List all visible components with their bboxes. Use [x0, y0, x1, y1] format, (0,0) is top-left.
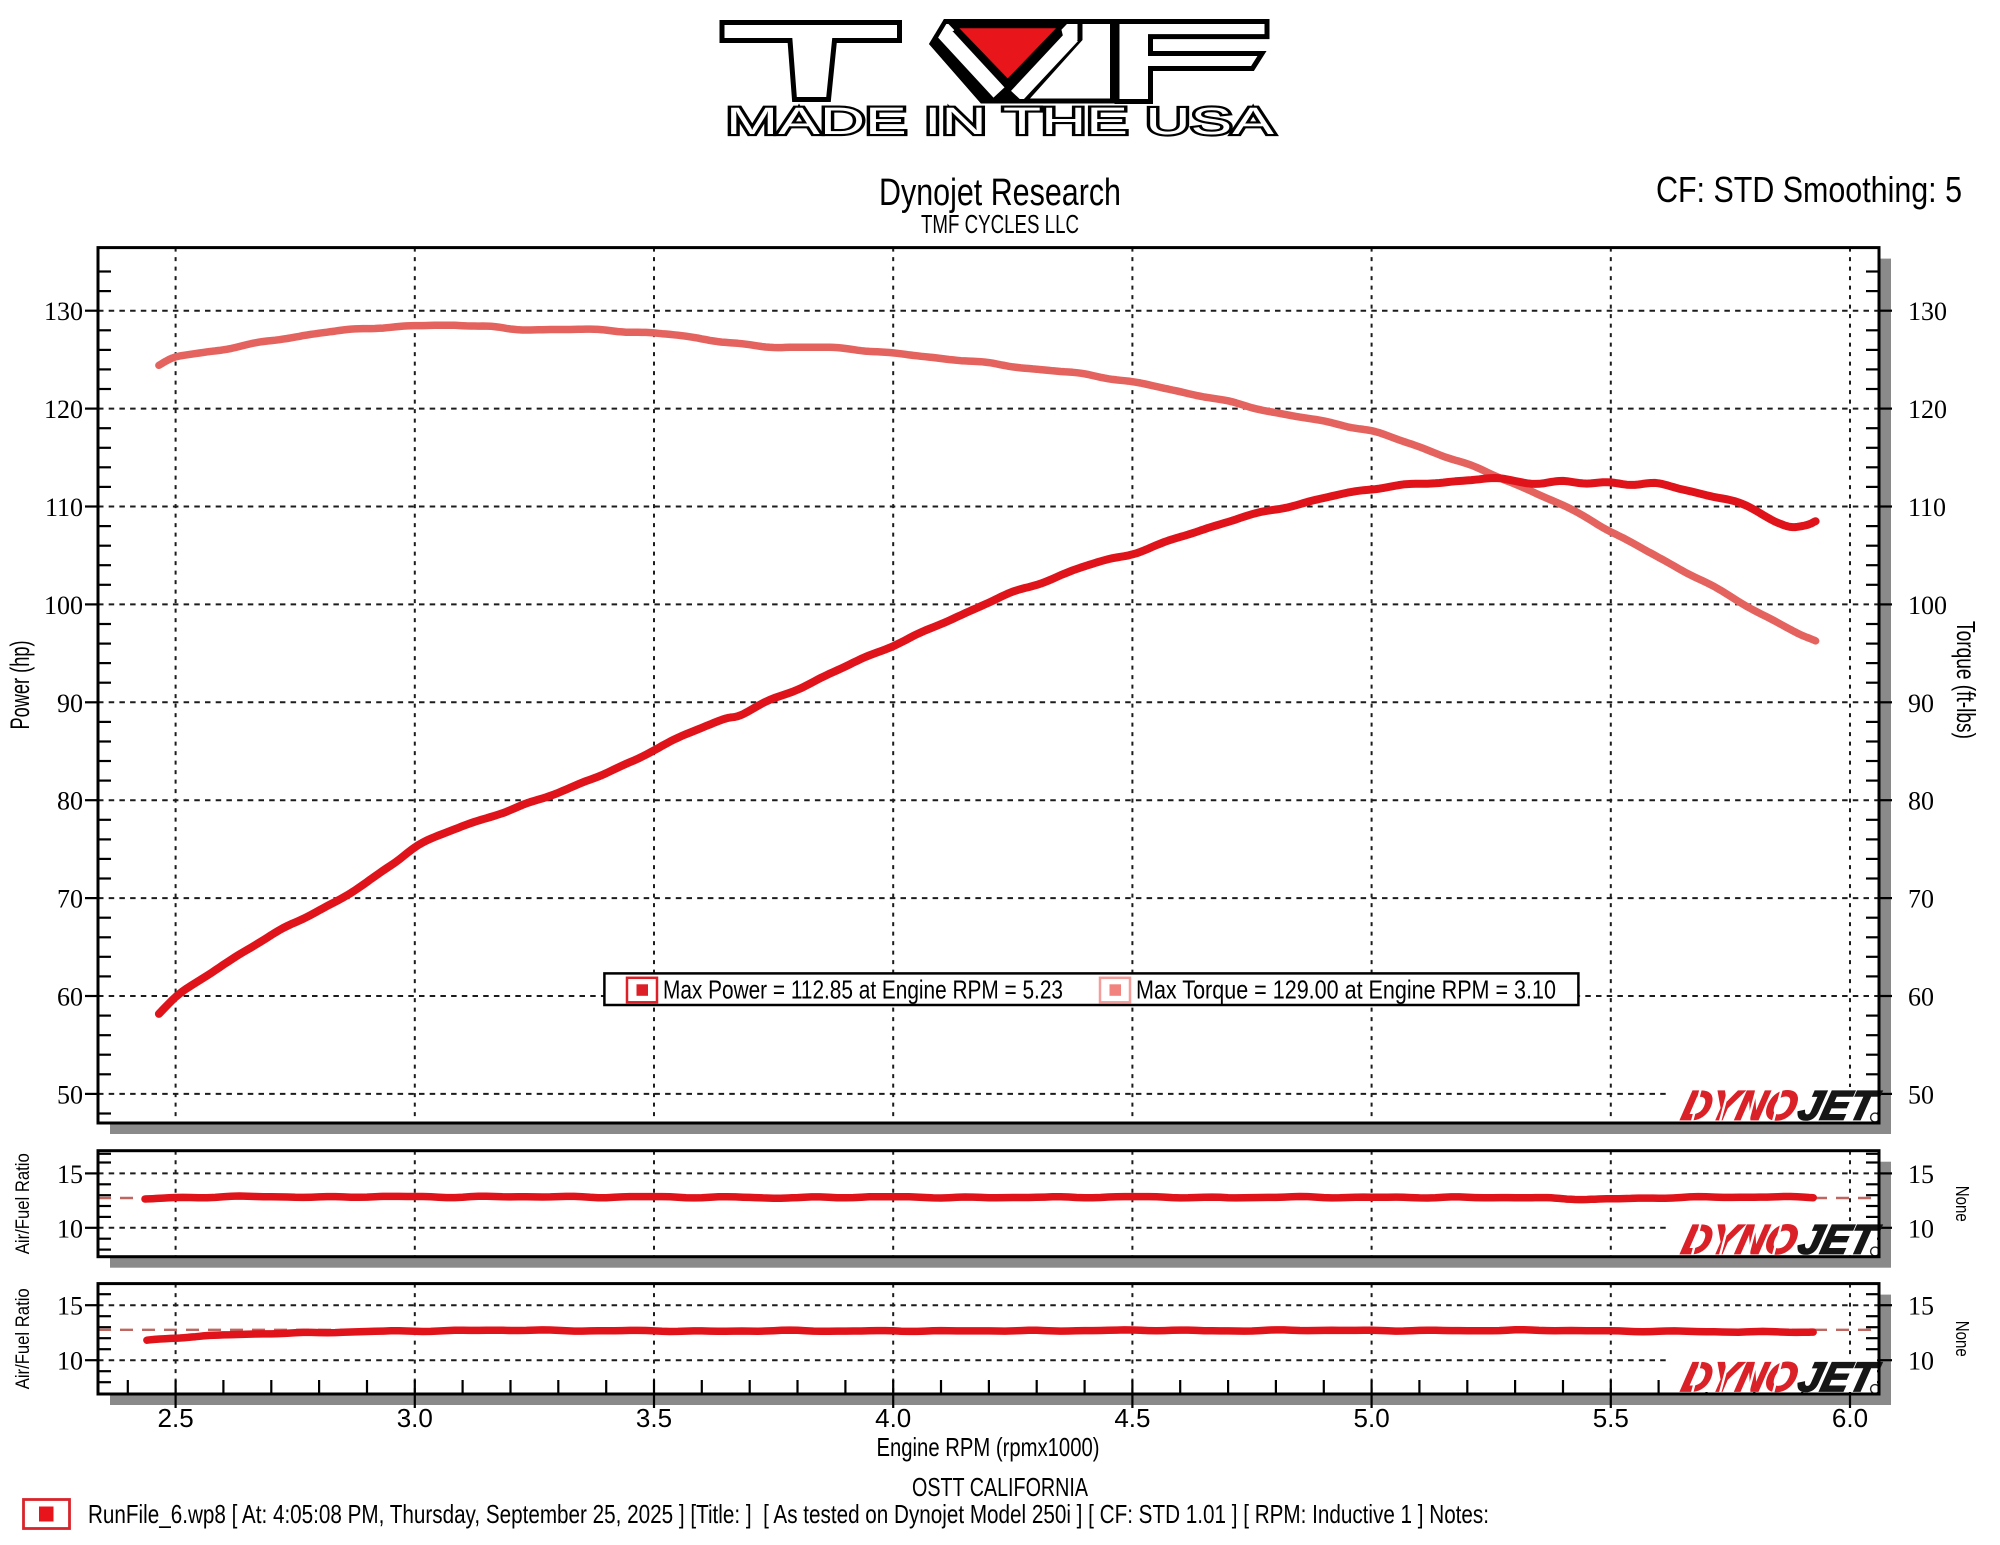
svg-text:4.5: 4.5 [1114, 1403, 1150, 1433]
svg-text:MADE IN THE USA: MADE IN THE USA [726, 101, 1275, 143]
svg-text:RunFile_6.wp8 [ At: 4:05:08 PM: RunFile_6.wp8 [ At: 4:05:08 PM, Thursday… [88, 1499, 1489, 1529]
svg-text:60: 60 [57, 983, 83, 1012]
svg-text:Torque (ft-lbs): Torque (ft-lbs) [1951, 621, 1981, 739]
svg-text:10: 10 [1908, 1347, 1934, 1376]
svg-text:3.0: 3.0 [397, 1403, 433, 1433]
svg-text:10: 10 [1908, 1214, 1934, 1243]
svg-text:CF: STD Smoothing: 5: CF: STD Smoothing: 5 [1656, 169, 1962, 210]
svg-text:3.5: 3.5 [636, 1403, 672, 1433]
svg-text:90: 90 [1908, 689, 1934, 718]
svg-text:Air/Fuel Ratio: Air/Fuel Ratio [13, 1153, 34, 1254]
svg-text:15: 15 [1908, 1160, 1934, 1189]
svg-text:70: 70 [57, 885, 83, 914]
svg-text:5.0: 5.0 [1354, 1403, 1390, 1433]
svg-text:90: 90 [57, 689, 83, 718]
svg-text:Dynojet Research: Dynojet Research [879, 172, 1121, 214]
svg-text:50: 50 [57, 1080, 83, 1109]
svg-text:110: 110 [45, 493, 83, 522]
svg-text:10: 10 [57, 1347, 83, 1376]
svg-text:130: 130 [1908, 297, 1947, 326]
svg-text:6.0: 6.0 [1832, 1403, 1868, 1433]
svg-text:80: 80 [57, 787, 83, 816]
svg-text:100: 100 [44, 591, 83, 620]
svg-text:100: 100 [1908, 591, 1947, 620]
svg-text:120: 120 [44, 395, 83, 424]
svg-text:Air/Fuel Ratio: Air/Fuel Ratio [13, 1288, 34, 1389]
svg-text:110: 110 [1908, 493, 1946, 522]
svg-text:60: 60 [1908, 983, 1934, 1012]
svg-text:None: None [1952, 1186, 1972, 1222]
svg-text:70: 70 [1908, 885, 1934, 914]
svg-text:15: 15 [1908, 1292, 1934, 1321]
svg-text:50: 50 [1908, 1080, 1934, 1109]
svg-text:TMF CYCLES LLC: TMF CYCLES LLC [921, 209, 1079, 239]
svg-text:OSTT CALIFORNIA: OSTT CALIFORNIA [912, 1472, 1088, 1502]
svg-text:Power (hp): Power (hp) [5, 641, 35, 730]
svg-text:15: 15 [57, 1292, 83, 1321]
svg-text:4.0: 4.0 [875, 1403, 911, 1433]
svg-text:10: 10 [57, 1214, 83, 1243]
svg-text:120: 120 [1908, 395, 1947, 424]
svg-text:JET: JET [1794, 1082, 1885, 1128]
svg-text:None: None [1952, 1321, 1972, 1357]
svg-text:Max Power = 112.85 at Engine R: Max Power = 112.85 at Engine RPM = 5.23 [663, 975, 1063, 1005]
svg-text:Engine RPM (rpmx1000): Engine RPM (rpmx1000) [877, 1432, 1100, 1462]
svg-text:Max Torque = 129.00 at Engine: Max Torque = 129.00 at Engine RPM = 3.10 [1136, 975, 1556, 1005]
svg-text:130: 130 [44, 297, 83, 326]
svg-text:15: 15 [57, 1160, 83, 1189]
svg-text:2.5: 2.5 [158, 1403, 194, 1433]
svg-text:5.5: 5.5 [1593, 1403, 1629, 1433]
svg-text:80: 80 [1908, 787, 1934, 816]
